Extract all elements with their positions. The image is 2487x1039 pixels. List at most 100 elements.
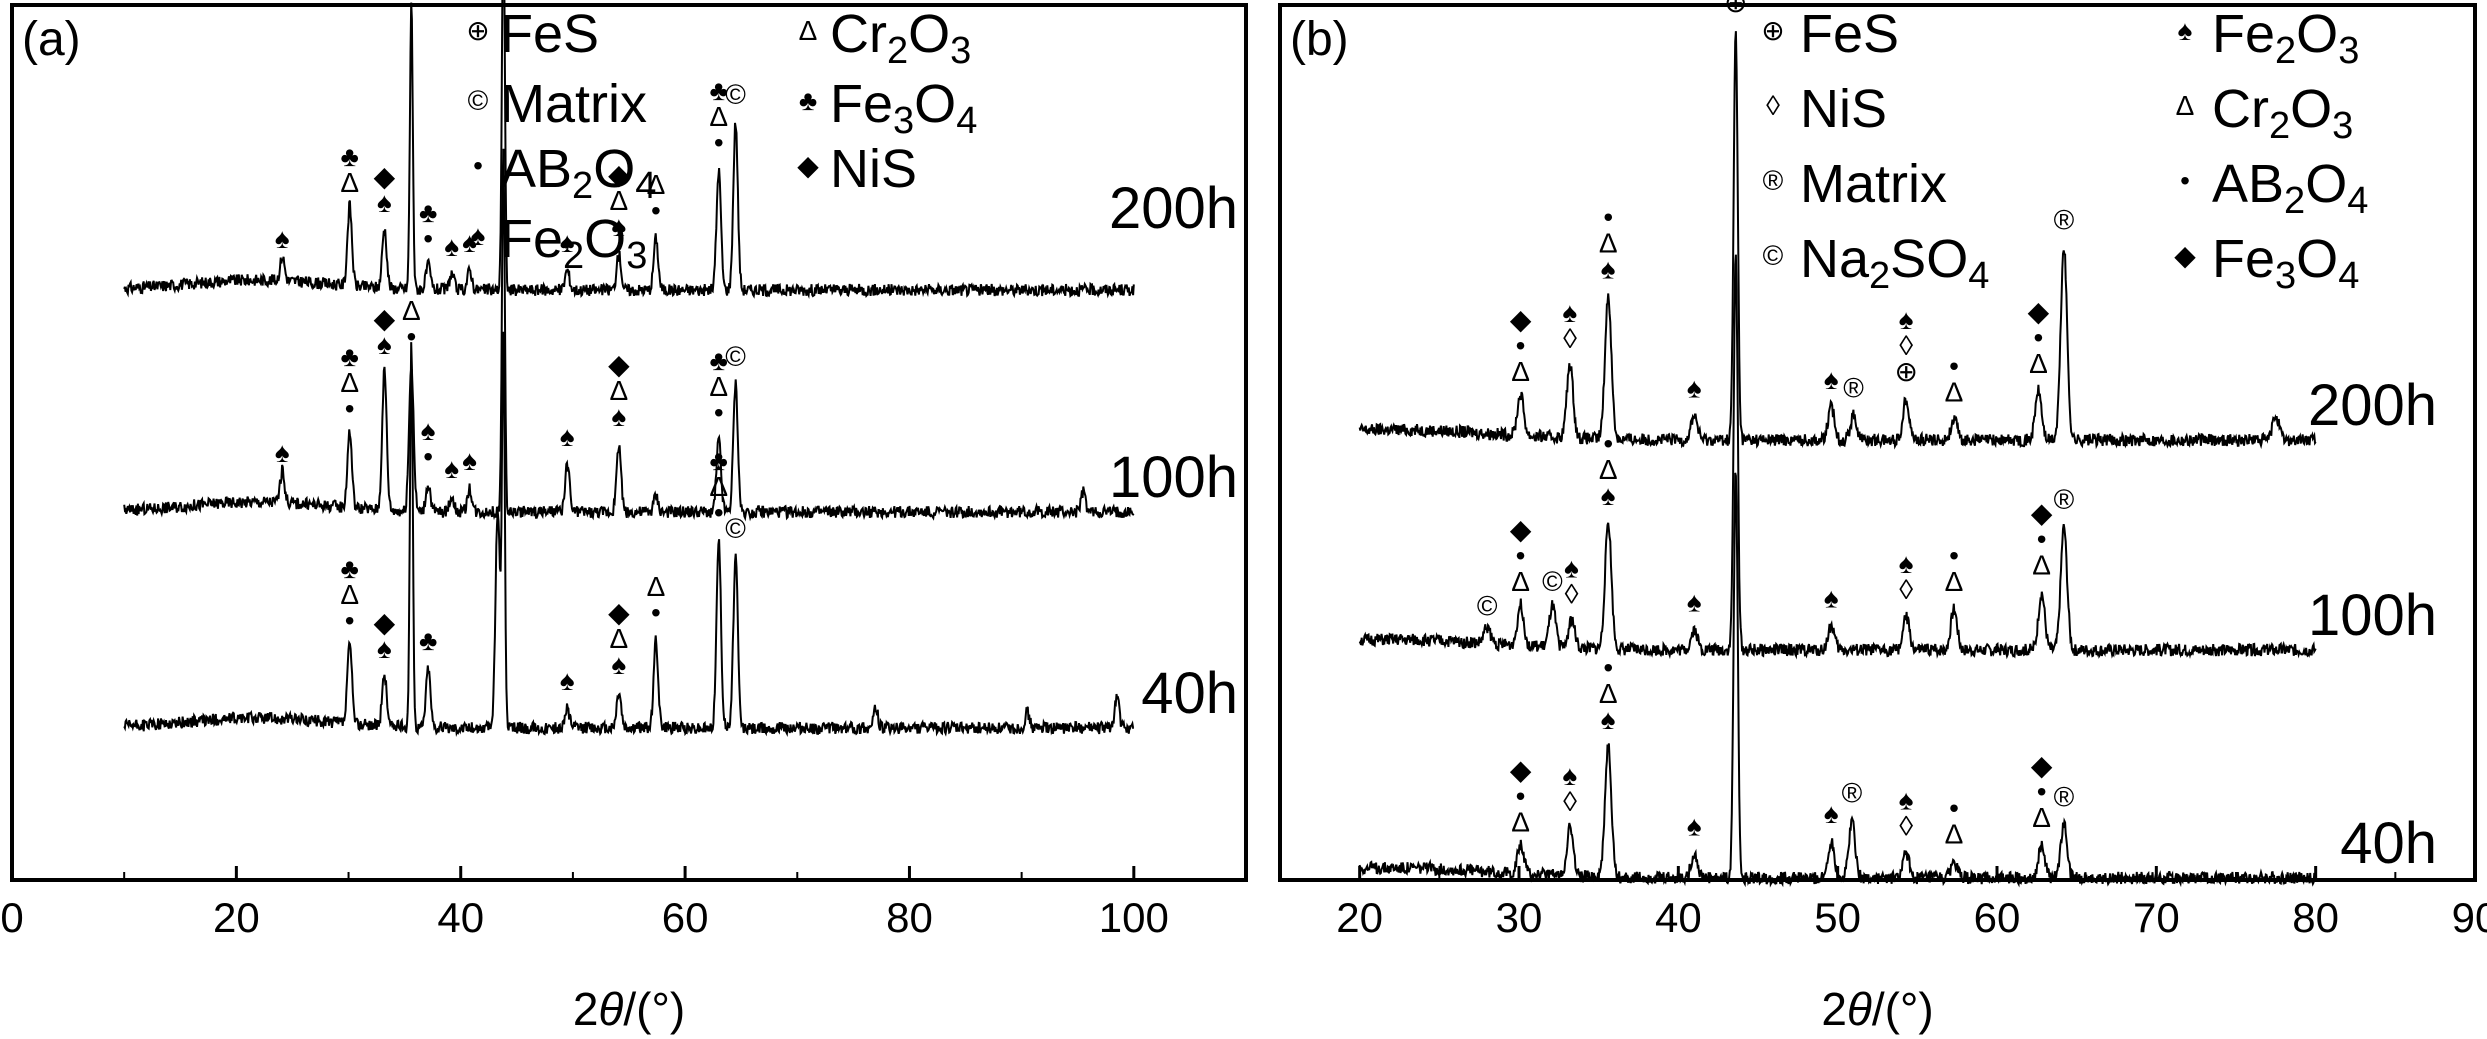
series-line-40h — [123, 331, 1135, 737]
peak-marker: ◊ — [1899, 574, 1913, 605]
x-tick-label: 40 — [437, 894, 484, 941]
x-tick-label: 60 — [662, 894, 709, 941]
peak-marker: ® — [2054, 204, 2075, 235]
legend-symbol: ⊕ — [1761, 15, 1784, 46]
peak-marker: • — [2034, 322, 2044, 353]
peak-marker: • — [345, 605, 355, 636]
peak-marker: • — [714, 397, 724, 428]
series-line-40h — [1358, 472, 2317, 888]
x-axis-title: 2θ/(°) — [1821, 983, 1933, 1035]
peak-marker: Δ — [1945, 566, 1964, 597]
peak-marker: ♣ — [340, 553, 358, 584]
peak-marker: ◊ — [1565, 578, 1579, 609]
legend-symbol: Δ — [2176, 90, 2195, 121]
peak-marker: ♣ — [340, 141, 358, 172]
peak-marker: • — [1516, 780, 1526, 811]
peak-marker: ♣ — [419, 625, 437, 656]
peak-marker: ◆ — [2028, 296, 2050, 327]
legend-entry: NiS — [830, 139, 917, 199]
peak-marker: • — [651, 195, 661, 226]
x-tick-label: 70 — [2133, 894, 2180, 941]
legend-symbol: ® — [1763, 165, 1784, 196]
peak-marker: ® — [2054, 484, 2075, 515]
legend-symbol: ⊕ — [466, 15, 489, 46]
x-tick-label: 100 — [1099, 894, 1169, 941]
peak-marker: Δ — [1599, 678, 1618, 709]
x-tick-label: 0 — [0, 894, 23, 941]
peak-marker: © — [725, 79, 746, 110]
peak-marker: Δ — [340, 167, 359, 198]
legend-entry: Na2SO4 — [1800, 229, 1989, 297]
x-tick-label: 80 — [2292, 894, 2339, 941]
legend-entry: Fe3O4 — [830, 74, 977, 142]
xrd-panel-a: 0 20 40 60 80 100 2θ/(°) (a) ⊕ FeS Δ Cr2O3 © Matrix ♣ F… — [0, 0, 1248, 1035]
peak-marker: ♠ — [1601, 704, 1616, 735]
series-line-200h — [123, 0, 1135, 300]
peak-marker: Δ — [647, 169, 666, 200]
peak-marker: Δ — [709, 101, 728, 132]
peak-marker: ♠ — [1899, 784, 1914, 815]
peak-marker: • — [1603, 652, 1613, 683]
peak-marker: ♠ — [275, 437, 290, 468]
peak-marker: • — [1949, 351, 1959, 382]
peak-marker: ♠ — [1687, 587, 1702, 618]
peak-marker: ♠ — [560, 665, 575, 696]
legend-entry: FeS — [1800, 4, 1899, 64]
series-line-100h — [123, 148, 1135, 522]
peak-marker: ◆ — [1510, 754, 1532, 785]
x-tick-label: 20 — [1336, 894, 1383, 941]
peak-marker: ⊕ — [1724, 0, 1747, 18]
peak-marker: Δ — [1599, 228, 1618, 259]
peak-marker: ♠ — [1563, 760, 1578, 791]
legend-symbol: ◊ — [1766, 90, 1780, 121]
peak-marker: ◆ — [2031, 750, 2053, 781]
peak-marker: ® — [1843, 372, 1864, 403]
peak-marker: ♠ — [377, 329, 392, 360]
peak-marker: Δ — [340, 579, 359, 610]
series-label: 100h — [2308, 583, 2437, 648]
legend-symbol: © — [1763, 240, 1784, 271]
peak-marker: Δ — [1945, 377, 1964, 408]
legend-symbol: • — [473, 150, 483, 181]
legend-symbol: ◆ — [797, 150, 819, 181]
peak-marker: ♠ — [611, 211, 626, 242]
peak-marker: ◆ — [374, 607, 396, 638]
series-label: 40h — [2340, 811, 2437, 876]
peak-marker: ♣ — [419, 197, 437, 228]
legend-entry: Matrix — [500, 74, 647, 134]
peak-marker: © — [1477, 591, 1498, 622]
series-line-200h — [1358, 31, 2317, 450]
x-tick-label: 80 — [886, 894, 933, 941]
peak-marker: ♠ — [1563, 297, 1578, 328]
legend-symbol: ◆ — [2174, 240, 2196, 271]
legend-symbol: ♠ — [2178, 15, 2193, 46]
peak-marker: • — [423, 441, 433, 472]
peak-marker: • — [345, 393, 355, 424]
x-tick-label: 90 — [2452, 894, 2487, 941]
peak-marker: ♠ — [560, 227, 575, 258]
legend-entry: AB2O4 — [2212, 154, 2368, 222]
peak-marker: Δ — [2032, 802, 2051, 833]
peak-marker: Δ — [610, 623, 629, 654]
peak-marker: • — [714, 127, 724, 158]
peak-marker: Δ — [2029, 348, 2048, 379]
legend-symbol: • — [2180, 165, 2190, 196]
x-tick-label: 20 — [213, 894, 260, 941]
peak-marker: • — [1603, 428, 1613, 459]
peak-marker: ® — [2054, 782, 2075, 813]
peak-marker: Δ — [340, 367, 359, 398]
peak-marker: • — [651, 597, 661, 628]
legend-entry: AB2O4 — [500, 139, 656, 207]
peak-marker: Δ — [610, 375, 629, 406]
peak-marker: ◆ — [2031, 498, 2053, 529]
x-tick-label: 40 — [1655, 894, 1702, 941]
series-label: 200h — [2308, 373, 2437, 438]
peak-marker: Δ — [1511, 806, 1530, 837]
peak-marker: ♠ — [421, 415, 436, 446]
peak-marker: ◆ — [374, 303, 396, 334]
series-label: 200h — [1109, 176, 1238, 241]
peak-marker: ♠ — [1564, 552, 1579, 583]
peak-marker: ◆ — [608, 349, 630, 380]
peak-marker: Δ — [1511, 356, 1530, 387]
